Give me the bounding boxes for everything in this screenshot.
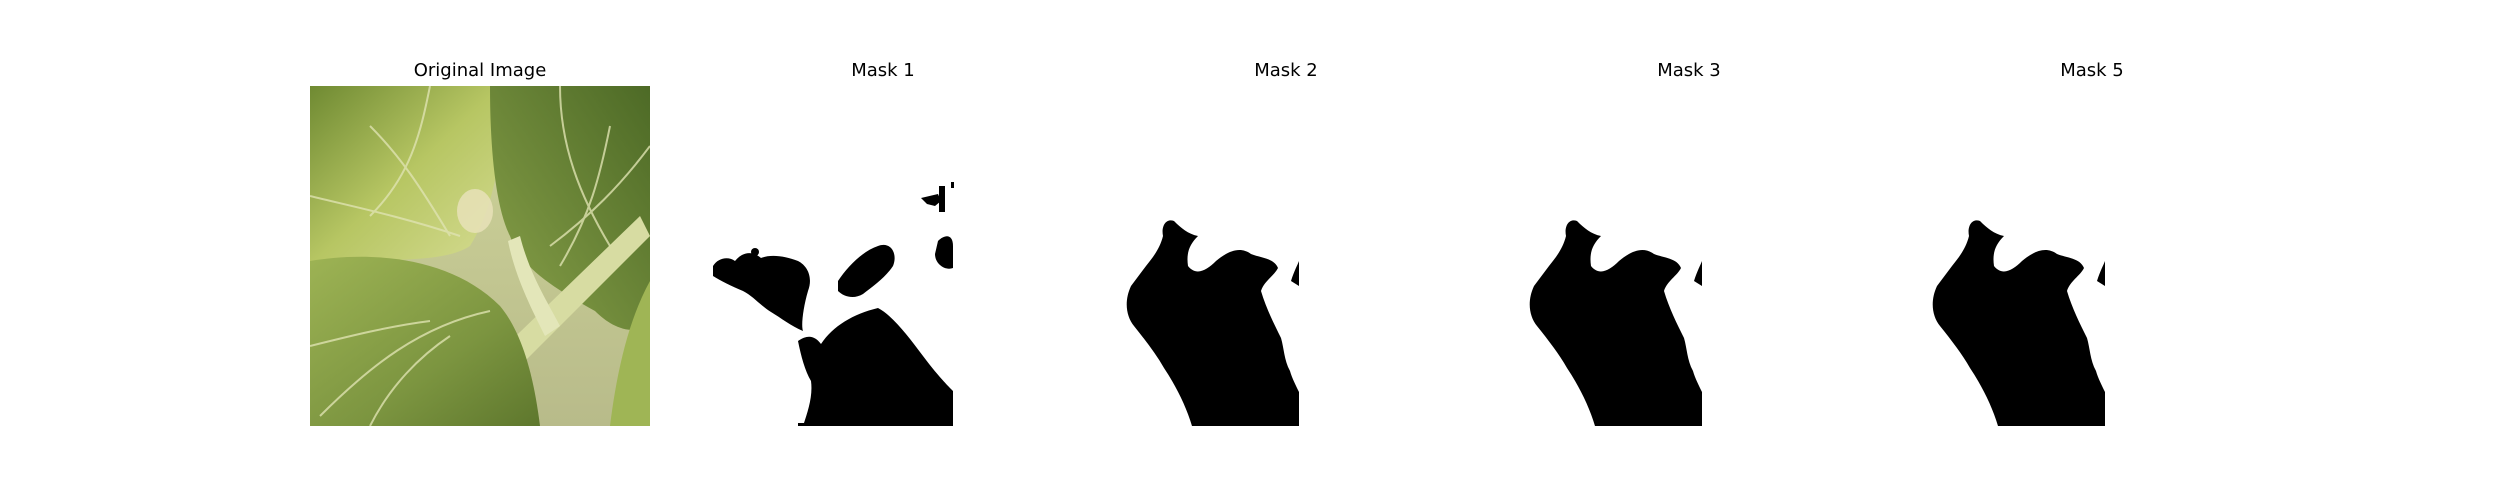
panel-title: Mask 5 — [2060, 60, 2124, 81]
mask-5-image — [1922, 86, 2262, 426]
panel-title: Mask 3 — [1657, 60, 1721, 81]
panel-mask-3: Mask 3 — [1519, 56, 1859, 436]
mask-1-image — [713, 86, 1053, 426]
original-image — [310, 86, 650, 426]
panel-mask-2: Mask 2 — [1116, 56, 1456, 436]
mask-3-image — [1519, 86, 1859, 426]
panel-title: Mask 1 — [851, 60, 915, 81]
panel-title: Original Image — [413, 60, 547, 81]
panel-original-image: Original Image — [310, 56, 650, 436]
panel-mask-5: Mask 5 — [1922, 56, 2262, 436]
mask-2-image — [1116, 86, 1456, 426]
panel-mask-1: Mask 1 — [713, 56, 1053, 436]
panel-title: Mask 2 — [1254, 60, 1318, 81]
